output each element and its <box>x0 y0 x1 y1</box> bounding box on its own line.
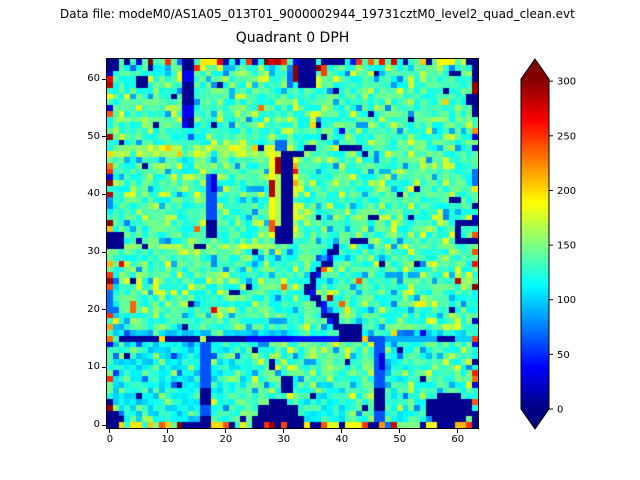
y-tick-label: 30 <box>87 246 100 258</box>
colorbar-tick-label: 0 <box>557 405 563 416</box>
colorbar-tick-label: 150 <box>557 241 576 252</box>
x-tick-label: 10 <box>161 434 175 445</box>
y-tick-label: 60 <box>87 73 100 85</box>
plot-title: Quadrant 0 DPH <box>235 30 350 46</box>
x-tick-label: 20 <box>219 434 233 445</box>
x-tick-label: 30 <box>277 434 291 445</box>
colorbar-tick-label: 200 <box>557 186 576 197</box>
colorbar-tick-label: 100 <box>557 295 576 306</box>
y-tick-label: 40 <box>87 188 100 200</box>
colorbar-gradient <box>521 79 549 409</box>
x-tick <box>457 429 459 433</box>
x-tick <box>225 429 227 433</box>
x-tick-label: 50 <box>393 434 407 445</box>
colorbar-tick-label: 300 <box>557 77 576 88</box>
y-tick <box>102 309 106 311</box>
colorbar-tick-label: 250 <box>557 131 576 142</box>
y-tick <box>102 366 106 368</box>
y-tick-label: 20 <box>87 303 100 315</box>
y-tick <box>102 251 106 253</box>
x-tick <box>109 429 111 433</box>
y-tick-label: 50 <box>87 130 100 142</box>
y-tick <box>102 424 106 426</box>
y-tick <box>102 78 106 80</box>
x-tick <box>399 429 401 433</box>
colorbar: 0 50 100 150 200 250 300 <box>520 58 576 430</box>
datafile-text: Data file: modeM0/AS1A05_013T01_90000029… <box>60 7 575 21</box>
x-tick-label: 60 <box>451 434 465 445</box>
heatmap-canvas <box>107 59 478 428</box>
colorbar-under-arrow <box>521 409 549 429</box>
x-tick-label: 0 <box>106 434 114 445</box>
y-tick-label: 0 <box>93 419 100 431</box>
y-tick-label: 10 <box>87 361 100 373</box>
colorbar-tick-label: 50 <box>557 350 570 361</box>
y-tick <box>102 136 106 138</box>
colorbar-outline <box>520 58 550 430</box>
x-tick <box>167 429 169 433</box>
x-tick <box>341 429 343 433</box>
x-tick <box>283 429 285 433</box>
plot-area <box>106 58 479 429</box>
x-tick-label: 40 <box>335 434 349 445</box>
y-tick <box>102 193 106 195</box>
colorbar-over-arrow <box>521 59 549 79</box>
